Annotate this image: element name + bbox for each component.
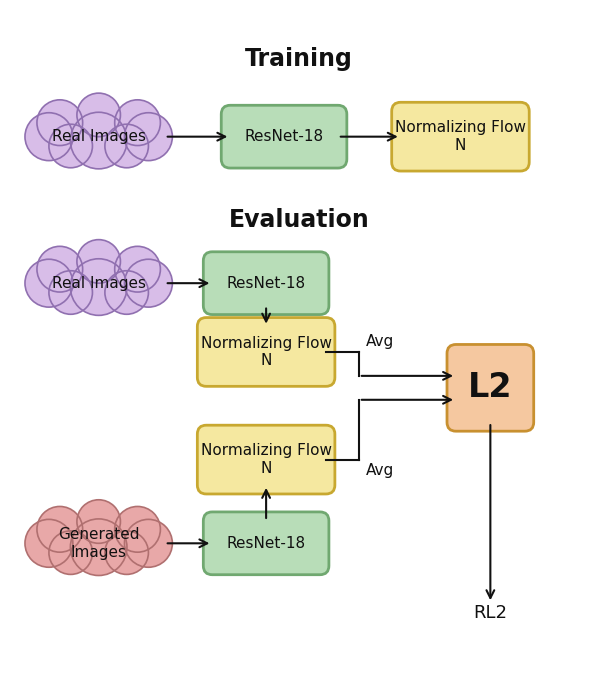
Circle shape	[71, 113, 127, 169]
Circle shape	[115, 246, 160, 292]
Text: Real Images: Real Images	[51, 129, 146, 144]
Text: ResNet-18: ResNet-18	[227, 276, 306, 290]
Text: Avg: Avg	[366, 462, 394, 478]
Circle shape	[71, 259, 127, 315]
Text: RL2: RL2	[474, 605, 507, 622]
Text: Real Images: Real Images	[51, 276, 146, 290]
Circle shape	[124, 520, 172, 568]
Circle shape	[49, 271, 93, 314]
Text: Normalizing Flow
N: Normalizing Flow N	[200, 336, 332, 368]
Circle shape	[37, 506, 83, 552]
FancyBboxPatch shape	[392, 102, 529, 171]
Text: Normalizing Flow
N: Normalizing Flow N	[200, 443, 332, 476]
Circle shape	[105, 271, 148, 314]
Circle shape	[25, 113, 73, 160]
Circle shape	[105, 531, 148, 574]
Text: ResNet-18: ResNet-18	[245, 129, 324, 144]
Text: Generated
Images: Generated Images	[58, 527, 139, 559]
Circle shape	[115, 506, 160, 552]
Circle shape	[25, 520, 73, 568]
Text: Avg: Avg	[366, 334, 394, 349]
FancyBboxPatch shape	[203, 252, 329, 315]
FancyBboxPatch shape	[197, 425, 335, 494]
Circle shape	[71, 519, 127, 576]
Circle shape	[77, 240, 120, 283]
Text: Training: Training	[245, 47, 353, 71]
FancyBboxPatch shape	[447, 344, 534, 431]
Circle shape	[77, 500, 120, 543]
Circle shape	[124, 259, 172, 307]
Circle shape	[115, 100, 160, 146]
Circle shape	[105, 124, 148, 168]
Circle shape	[37, 100, 83, 146]
Circle shape	[37, 246, 83, 292]
Text: Normalizing Flow
N: Normalizing Flow N	[395, 121, 526, 153]
Circle shape	[25, 259, 73, 307]
Circle shape	[49, 124, 93, 168]
Text: Evaluation: Evaluation	[228, 208, 370, 233]
Text: L2: L2	[468, 371, 512, 404]
FancyBboxPatch shape	[203, 512, 329, 575]
FancyBboxPatch shape	[197, 317, 335, 386]
Text: ResNet-18: ResNet-18	[227, 536, 306, 551]
FancyBboxPatch shape	[221, 105, 347, 168]
Circle shape	[49, 531, 93, 574]
Circle shape	[77, 93, 120, 137]
Circle shape	[124, 113, 172, 160]
